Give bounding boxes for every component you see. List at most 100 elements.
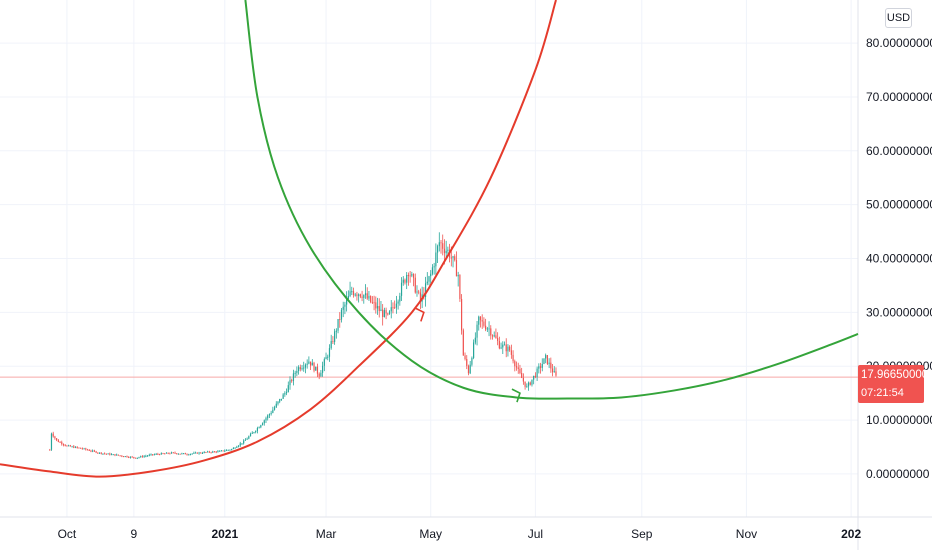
candle-body xyxy=(515,366,518,368)
candle-body xyxy=(270,412,272,415)
candle-body xyxy=(263,420,265,424)
candle-body xyxy=(459,275,461,299)
candle-body xyxy=(107,453,109,455)
candle-body xyxy=(236,446,238,448)
candle-body xyxy=(409,275,411,277)
candle-body xyxy=(299,367,301,370)
candle-body xyxy=(131,456,133,458)
candle-body xyxy=(167,452,169,454)
candle-body xyxy=(265,418,267,421)
candle-body xyxy=(177,453,180,455)
candle-body xyxy=(129,456,132,458)
candlestick-series[interactable] xyxy=(49,232,557,460)
candle-body xyxy=(361,296,363,298)
candle-body xyxy=(174,452,176,454)
candle-body xyxy=(282,394,284,399)
candle-body xyxy=(153,454,156,456)
candle-body xyxy=(150,454,152,456)
x-tick-label: Nov xyxy=(736,527,757,541)
candle-body xyxy=(335,330,337,332)
candle-body xyxy=(454,256,456,261)
candle-body xyxy=(114,454,116,456)
candle-body xyxy=(145,455,147,457)
candle-body xyxy=(522,378,524,382)
candle-body xyxy=(383,310,385,318)
candle-body xyxy=(169,453,171,455)
currency-button[interactable]: USD xyxy=(885,8,912,28)
candle-body xyxy=(455,260,458,277)
x-tick-label: Mar xyxy=(316,527,337,541)
y-axis-labels[interactable]: 80.00000000 70.00000000 60.00000000 50.0000… xyxy=(866,36,932,481)
candle-body xyxy=(440,242,442,244)
candle-body xyxy=(76,446,78,448)
candle-body xyxy=(538,366,540,369)
candle-body xyxy=(521,373,523,379)
candle-body xyxy=(64,444,66,446)
candle-body xyxy=(203,451,205,453)
candle-body xyxy=(52,433,54,437)
candle-body xyxy=(162,453,164,455)
candle-body xyxy=(207,451,209,453)
candle-body xyxy=(491,335,494,337)
candle-body xyxy=(232,447,234,450)
candle-body xyxy=(303,367,305,369)
candle-body xyxy=(388,311,391,314)
candle-body xyxy=(375,302,377,309)
red-arrow-marker xyxy=(415,307,425,322)
green-curve xyxy=(244,0,859,400)
candle-body xyxy=(385,310,387,314)
candle-body xyxy=(366,293,368,299)
candle-body xyxy=(473,342,475,358)
candle-body xyxy=(424,283,427,297)
candle-body xyxy=(316,366,319,374)
last-price-value: 17.96650000 xyxy=(861,369,929,381)
candle-body xyxy=(155,453,157,455)
candle-body xyxy=(397,301,399,304)
candle-body xyxy=(318,373,320,377)
candle-body xyxy=(237,445,240,447)
candle-body xyxy=(359,294,361,297)
candle-body xyxy=(392,307,394,309)
candle-body xyxy=(208,451,210,453)
candle-body xyxy=(340,309,343,320)
candle-body xyxy=(78,447,80,449)
candle-body xyxy=(277,401,279,404)
candle-body xyxy=(222,450,224,452)
candle-body xyxy=(297,367,300,371)
candle-body xyxy=(414,277,416,293)
candle-body xyxy=(531,379,533,385)
candle-body xyxy=(337,319,339,331)
candle-body xyxy=(248,436,250,439)
candle-body xyxy=(92,450,94,452)
candle-body xyxy=(289,380,291,386)
candle-body xyxy=(54,436,56,439)
candle-body xyxy=(488,328,490,330)
candle-body xyxy=(62,444,65,446)
candle-body xyxy=(105,453,107,455)
candle-body xyxy=(510,350,512,355)
x-axis-labels[interactable]: Oct 9 2021 Mar May Jul Sep Nov 202 xyxy=(58,527,862,541)
candle-body xyxy=(551,368,554,373)
drawing-curves[interactable] xyxy=(0,0,859,478)
candle-body xyxy=(141,456,144,458)
candle-body xyxy=(406,274,408,283)
candle-body xyxy=(219,450,221,452)
candle-body xyxy=(323,359,325,366)
candle-body xyxy=(411,274,413,276)
candle-body xyxy=(234,447,236,449)
candle-body xyxy=(304,364,307,368)
candle-body xyxy=(485,325,487,330)
candle-body xyxy=(452,256,454,258)
candle-body xyxy=(215,451,217,453)
candle-body xyxy=(134,457,137,459)
candle-body xyxy=(124,456,126,458)
candle-body xyxy=(273,407,276,410)
x-tick-label: May xyxy=(419,527,442,541)
candle-body xyxy=(486,328,488,330)
candle-body xyxy=(160,453,162,455)
y-tick-label: 60.00000000 xyxy=(866,144,932,158)
candle-body xyxy=(394,307,396,309)
candle-body xyxy=(327,356,329,358)
candle-body xyxy=(93,450,95,452)
